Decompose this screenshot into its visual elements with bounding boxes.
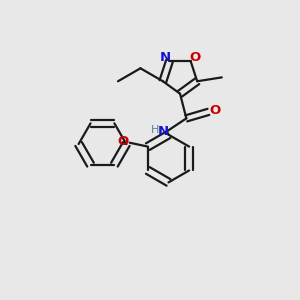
Text: O: O [190, 51, 201, 64]
Text: O: O [210, 104, 221, 117]
Text: N: N [158, 125, 169, 138]
Text: O: O [117, 135, 128, 148]
Text: H: H [151, 125, 159, 135]
Text: N: N [160, 51, 171, 64]
